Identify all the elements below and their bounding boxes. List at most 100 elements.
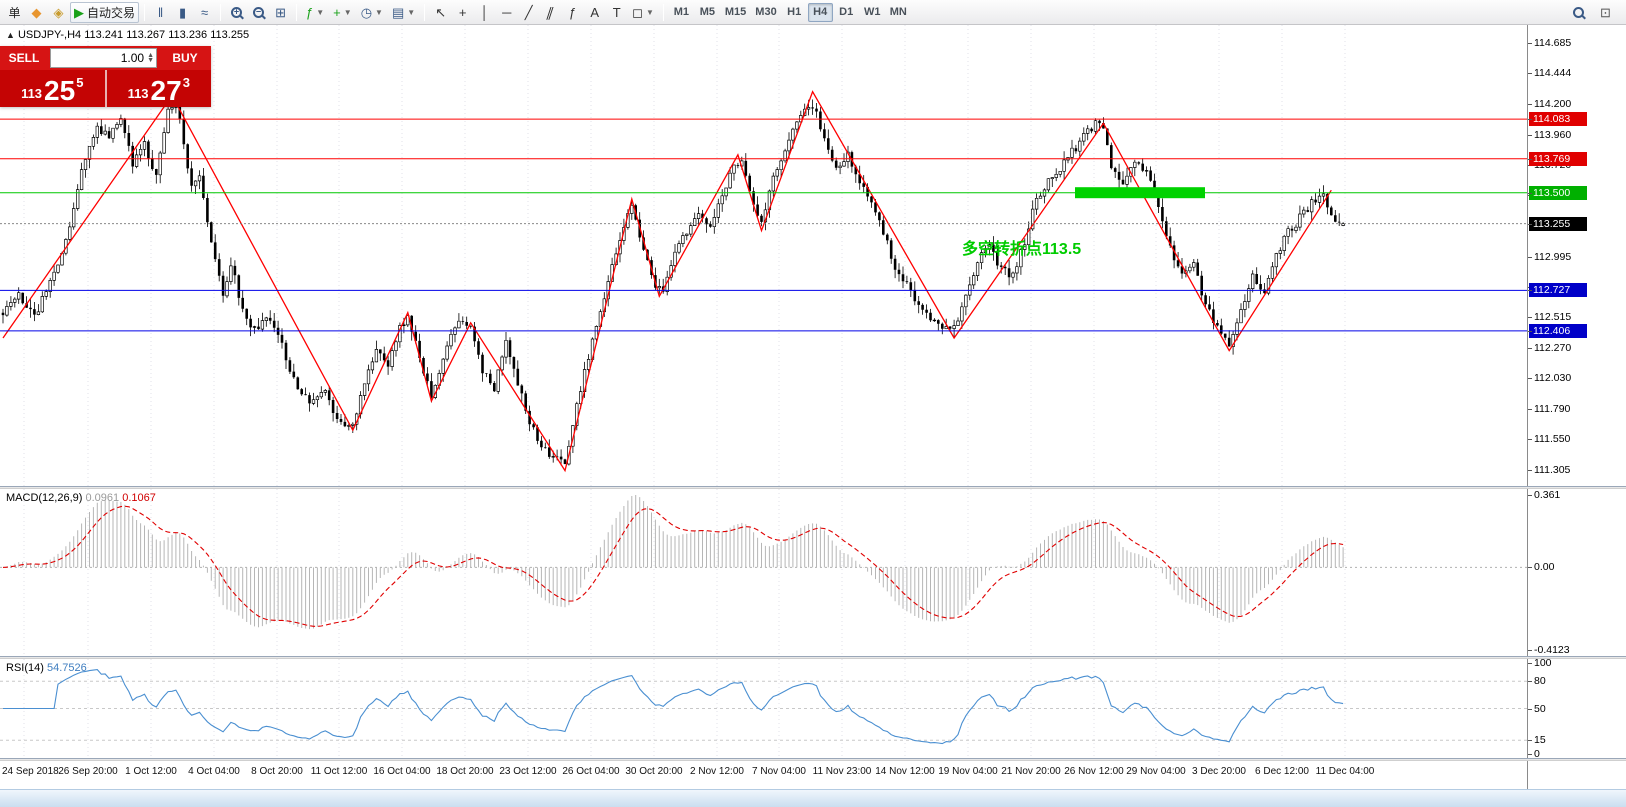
- macd-min-tick: -0.4123: [1534, 644, 1570, 656]
- main-chart-panel[interactable]: ▲ USDJPY-,H4 113.241 113.267 113.236 113…: [0, 25, 1527, 486]
- new-order-icon[interactable]: ◆: [26, 2, 47, 23]
- tf-w1[interactable]: W1: [860, 3, 885, 22]
- toolbar-separator: [662, 3, 664, 21]
- price-tick: 111.550: [1534, 433, 1571, 446]
- zoom-out-icon[interactable]: −: [248, 2, 269, 23]
- time-label: 11 Nov 23:00: [812, 766, 872, 777]
- shapes-icon: ◻: [632, 4, 643, 20]
- tf-mn-label: MN: [889, 6, 907, 18]
- time-label: 26 Oct 04:00: [562, 766, 620, 777]
- current-price-badge: 113.255: [1529, 216, 1587, 231]
- tf-h1[interactable]: H1: [782, 3, 807, 22]
- volume-value[interactable]: 1.00: [120, 51, 145, 65]
- zigzag-line[interactable]: [2, 90, 1332, 473]
- candlestick-icon[interactable]: ▮: [172, 2, 193, 23]
- auto-trading-button[interactable]: ▶ 自动交易: [70, 1, 140, 23]
- zoom-in-icon[interactable]: +: [226, 2, 247, 23]
- tf-m15[interactable]: M15: [721, 3, 750, 22]
- axis-tick: [1528, 740, 1532, 742]
- buy-price-big: 27: [150, 75, 182, 106]
- shapes-icon[interactable]: ◻ ▼: [628, 2, 658, 23]
- price-axis[interactable]: 114.685114.444114.200113.960113.720113.4…: [1527, 25, 1626, 789]
- time-axis[interactable]: 24 Sep 2018 26 Sep 20:00 1 Oct 12:00 4 Oct …: [0, 761, 1527, 789]
- level-price-badge: 114.083: [1529, 112, 1587, 127]
- green-zone-rectangle[interactable]: [1075, 187, 1205, 199]
- tf-m30-label: M30: [755, 6, 777, 18]
- window-border: [0, 789, 1626, 807]
- axis-tick: [1528, 317, 1532, 319]
- profiles-icon[interactable]: ◷ ▼: [357, 2, 387, 23]
- indicators-icon[interactable]: ƒ ▼: [302, 2, 328, 23]
- rsi-chart[interactable]: [0, 659, 1527, 758]
- macd-value-main: 0.0961: [85, 492, 120, 504]
- tf-m5-label: M5: [699, 6, 716, 18]
- text-icon[interactable]: A: [584, 2, 605, 23]
- mql-editor-icon[interactable]: ◈: [48, 2, 69, 23]
- orders-menu[interactable]: 单: [4, 2, 25, 23]
- axis-tick: [1528, 681, 1532, 683]
- macd-panel[interactable]: MACD(12,26,9) 0.0961 0.1067: [0, 489, 1527, 656]
- window-icon[interactable]: ⊡: [1595, 2, 1616, 23]
- time-label: 24 Sep 2018: [2, 766, 59, 777]
- tf-mn[interactable]: MN: [886, 3, 911, 22]
- trendline-icon[interactable]: ╱: [518, 2, 539, 23]
- new-chart-icon[interactable]: + ▼: [329, 2, 356, 23]
- macd-value-signal: 0.1067: [122, 492, 156, 504]
- sell-button[interactable]: SELL: [8, 51, 40, 65]
- label-icon[interactable]: T: [606, 2, 627, 23]
- axis-tick: [1528, 223, 1532, 225]
- search-icon[interactable]: [1568, 2, 1589, 23]
- tf-d1[interactable]: D1: [834, 3, 859, 22]
- tf-m5[interactable]: M5: [695, 3, 720, 22]
- label-icon: T: [612, 4, 621, 20]
- rsi-panel[interactable]: RSI(14) 54.7526: [0, 659, 1527, 758]
- grid: [23, 25, 1346, 486]
- time-label: 29 Nov 04:00: [1126, 766, 1186, 777]
- sell-price-prefix: 113: [21, 86, 43, 101]
- tf-m30[interactable]: M30: [751, 3, 780, 22]
- indicators-icon: ƒ: [306, 4, 314, 20]
- volume-spinner[interactable]: 1.00 ▲ ▼: [50, 48, 157, 68]
- tf-h4[interactable]: H4: [807, 2, 833, 22]
- profiles-icon-dropdown[interactable]: ▼: [375, 7, 383, 17]
- orders-menu-label: 单: [8, 5, 21, 20]
- new-chart-icon-dropdown[interactable]: ▼: [343, 7, 352, 17]
- macd-chart[interactable]: [0, 489, 1527, 656]
- templates-icon-dropdown[interactable]: ▼: [407, 7, 416, 17]
- vertical-line-icon[interactable]: │: [474, 2, 495, 23]
- price-tick: 112.270: [1534, 342, 1572, 355]
- time-label: 6 Dec 12:00: [1255, 766, 1309, 777]
- templates-icon[interactable]: ▤ ▼: [388, 2, 419, 23]
- level-price-badge: 113.500: [1529, 185, 1587, 200]
- price-tick: 111.305: [1534, 463, 1571, 476]
- volume-up-icon[interactable]: ▲: [147, 52, 154, 59]
- time-label: 14 Nov 12:00: [875, 766, 935, 777]
- time-label: 16 Oct 04:00: [373, 766, 431, 777]
- panel-divider[interactable]: [0, 758, 1626, 761]
- time-label: 4 Oct 04:00: [188, 766, 240, 777]
- crosshair-icon[interactable]: +: [452, 2, 473, 23]
- indicators-icon-dropdown[interactable]: ▼: [316, 7, 325, 17]
- candlestick-chart[interactable]: [0, 25, 1527, 486]
- tile-windows-icon[interactable]: ⊞: [270, 2, 291, 23]
- channel-icon[interactable]: ∥: [540, 2, 561, 23]
- buy-button[interactable]: BUY: [172, 51, 198, 65]
- horizontal-line-icon[interactable]: ─: [496, 2, 517, 23]
- tf-m1[interactable]: M1: [669, 3, 694, 22]
- line-chart-icon[interactable]: ≈: [194, 2, 215, 23]
- fibonacci-icon[interactable]: ƒ: [562, 2, 583, 23]
- buy-price-prefix: 113: [127, 86, 149, 101]
- price-tick: 112.515: [1534, 311, 1572, 324]
- buy-price-button[interactable]: 113 27 3: [106, 70, 211, 107]
- volume-down-icon[interactable]: ▼: [147, 57, 154, 64]
- chart-annotation-text[interactable]: 多空转折点113.5: [962, 241, 1082, 258]
- panel-divider[interactable]: [0, 486, 1626, 489]
- axis-tick: [1528, 567, 1532, 569]
- cursor-icon[interactable]: ↖: [430, 2, 451, 23]
- volume-arrows[interactable]: ▲ ▼: [147, 52, 154, 64]
- panel-divider[interactable]: [0, 656, 1626, 659]
- sell-price-button[interactable]: 113 25 5: [0, 70, 105, 107]
- shapes-icon-dropdown[interactable]: ▼: [645, 7, 654, 17]
- time-label: 26 Sep 20:00: [58, 766, 118, 777]
- bar-chart-icon[interactable]: ‖: [150, 2, 171, 23]
